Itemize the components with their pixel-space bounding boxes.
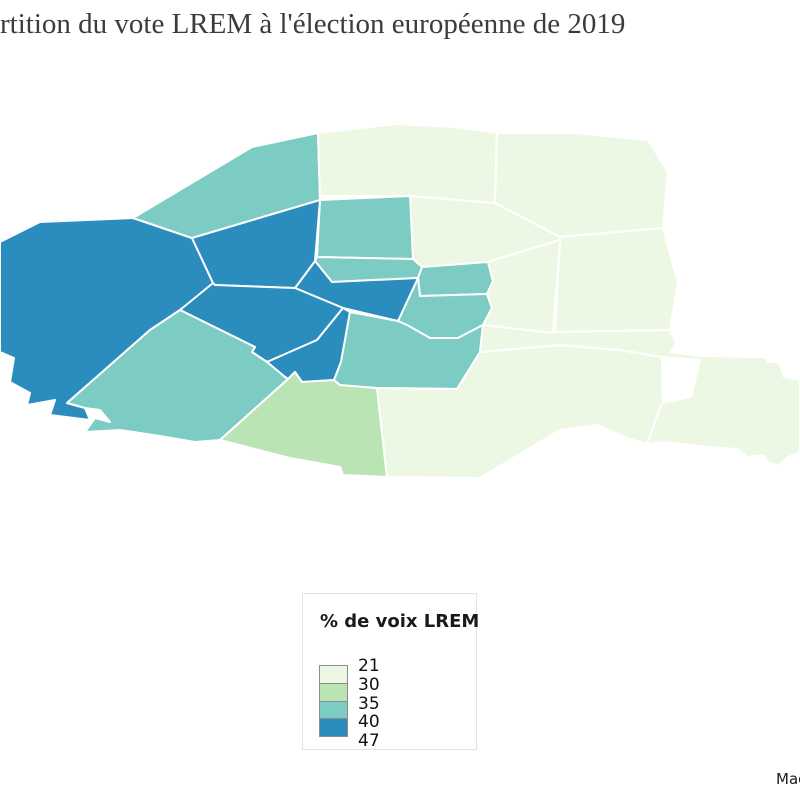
legend-tick-label: 47	[358, 731, 380, 752]
attribution: Mad	[776, 770, 800, 788]
legend-tick-label: 40	[358, 712, 380, 733]
region-20e[interactable]	[554, 227, 679, 333]
region-3e[interactable]	[417, 261, 494, 297]
legend-tick-label: 30	[358, 674, 380, 695]
legend-swatch	[319, 718, 348, 738]
region-18e[interactable]	[317, 123, 498, 204]
legend-swatch	[319, 700, 348, 720]
legend-tick-label: 35	[358, 693, 380, 714]
legend-swatch	[319, 665, 348, 684]
figure-title: rtition du vote LREM à l'élection europé…	[0, 8, 626, 40]
legend-swatch	[319, 682, 348, 702]
legend-title: % de voix LREM	[320, 611, 480, 632]
legend: % de voix LREM 21 30 35 40 47	[302, 593, 480, 751]
region-15e[interactable]	[66, 309, 289, 443]
legend-swatches	[319, 665, 348, 738]
legend-tick-label: 21	[358, 656, 380, 676]
regions-layer	[0, 123, 800, 479]
region-9e[interactable]	[316, 195, 414, 260]
legend-tick-labels: 21 30 35 40 47	[358, 657, 380, 751]
overlays-layer	[661, 356, 701, 404]
seine-gap	[661, 356, 701, 404]
